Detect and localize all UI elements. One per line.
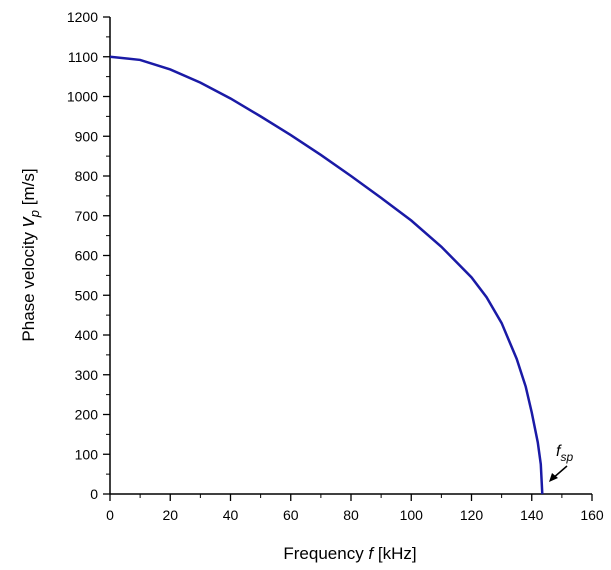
x-tick-label: 80 — [343, 507, 359, 523]
y-tick-label: 1000 — [67, 89, 98, 105]
y-tick-label: 300 — [75, 367, 99, 383]
annotation: fsp — [556, 443, 573, 464]
y-axis-label: Phase velocity vp [m/s] — [17, 168, 42, 341]
y-tick-label: 900 — [75, 128, 99, 144]
y-tick-label: 100 — [75, 446, 99, 462]
y-tick-label: 500 — [75, 287, 99, 303]
y-tick-label: 600 — [75, 248, 99, 264]
y-tick-label: 800 — [75, 168, 99, 184]
y-tick-label: 400 — [75, 327, 99, 343]
y-tick-label: 1100 — [68, 49, 98, 65]
x-tick-label: 20 — [162, 507, 178, 523]
annotation-arrowhead — [549, 473, 558, 482]
y-tick-label: 200 — [75, 407, 99, 423]
x-tick-label: 0 — [106, 507, 114, 523]
y-tick-label: 1200 — [67, 9, 98, 25]
x-tick-label: 40 — [223, 507, 239, 523]
x-tick-label: 120 — [460, 507, 484, 523]
y-tick-label: 700 — [75, 208, 99, 224]
x-tick-label: 160 — [580, 507, 604, 523]
y-tick-label: 0 — [90, 486, 98, 502]
x-tick-label: 100 — [400, 507, 424, 523]
x-tick-label: 60 — [283, 507, 299, 523]
x-axis-label: Frequency f [kHz] — [283, 544, 416, 563]
x-tick-label: 140 — [520, 507, 544, 523]
line — [109, 55, 544, 495]
